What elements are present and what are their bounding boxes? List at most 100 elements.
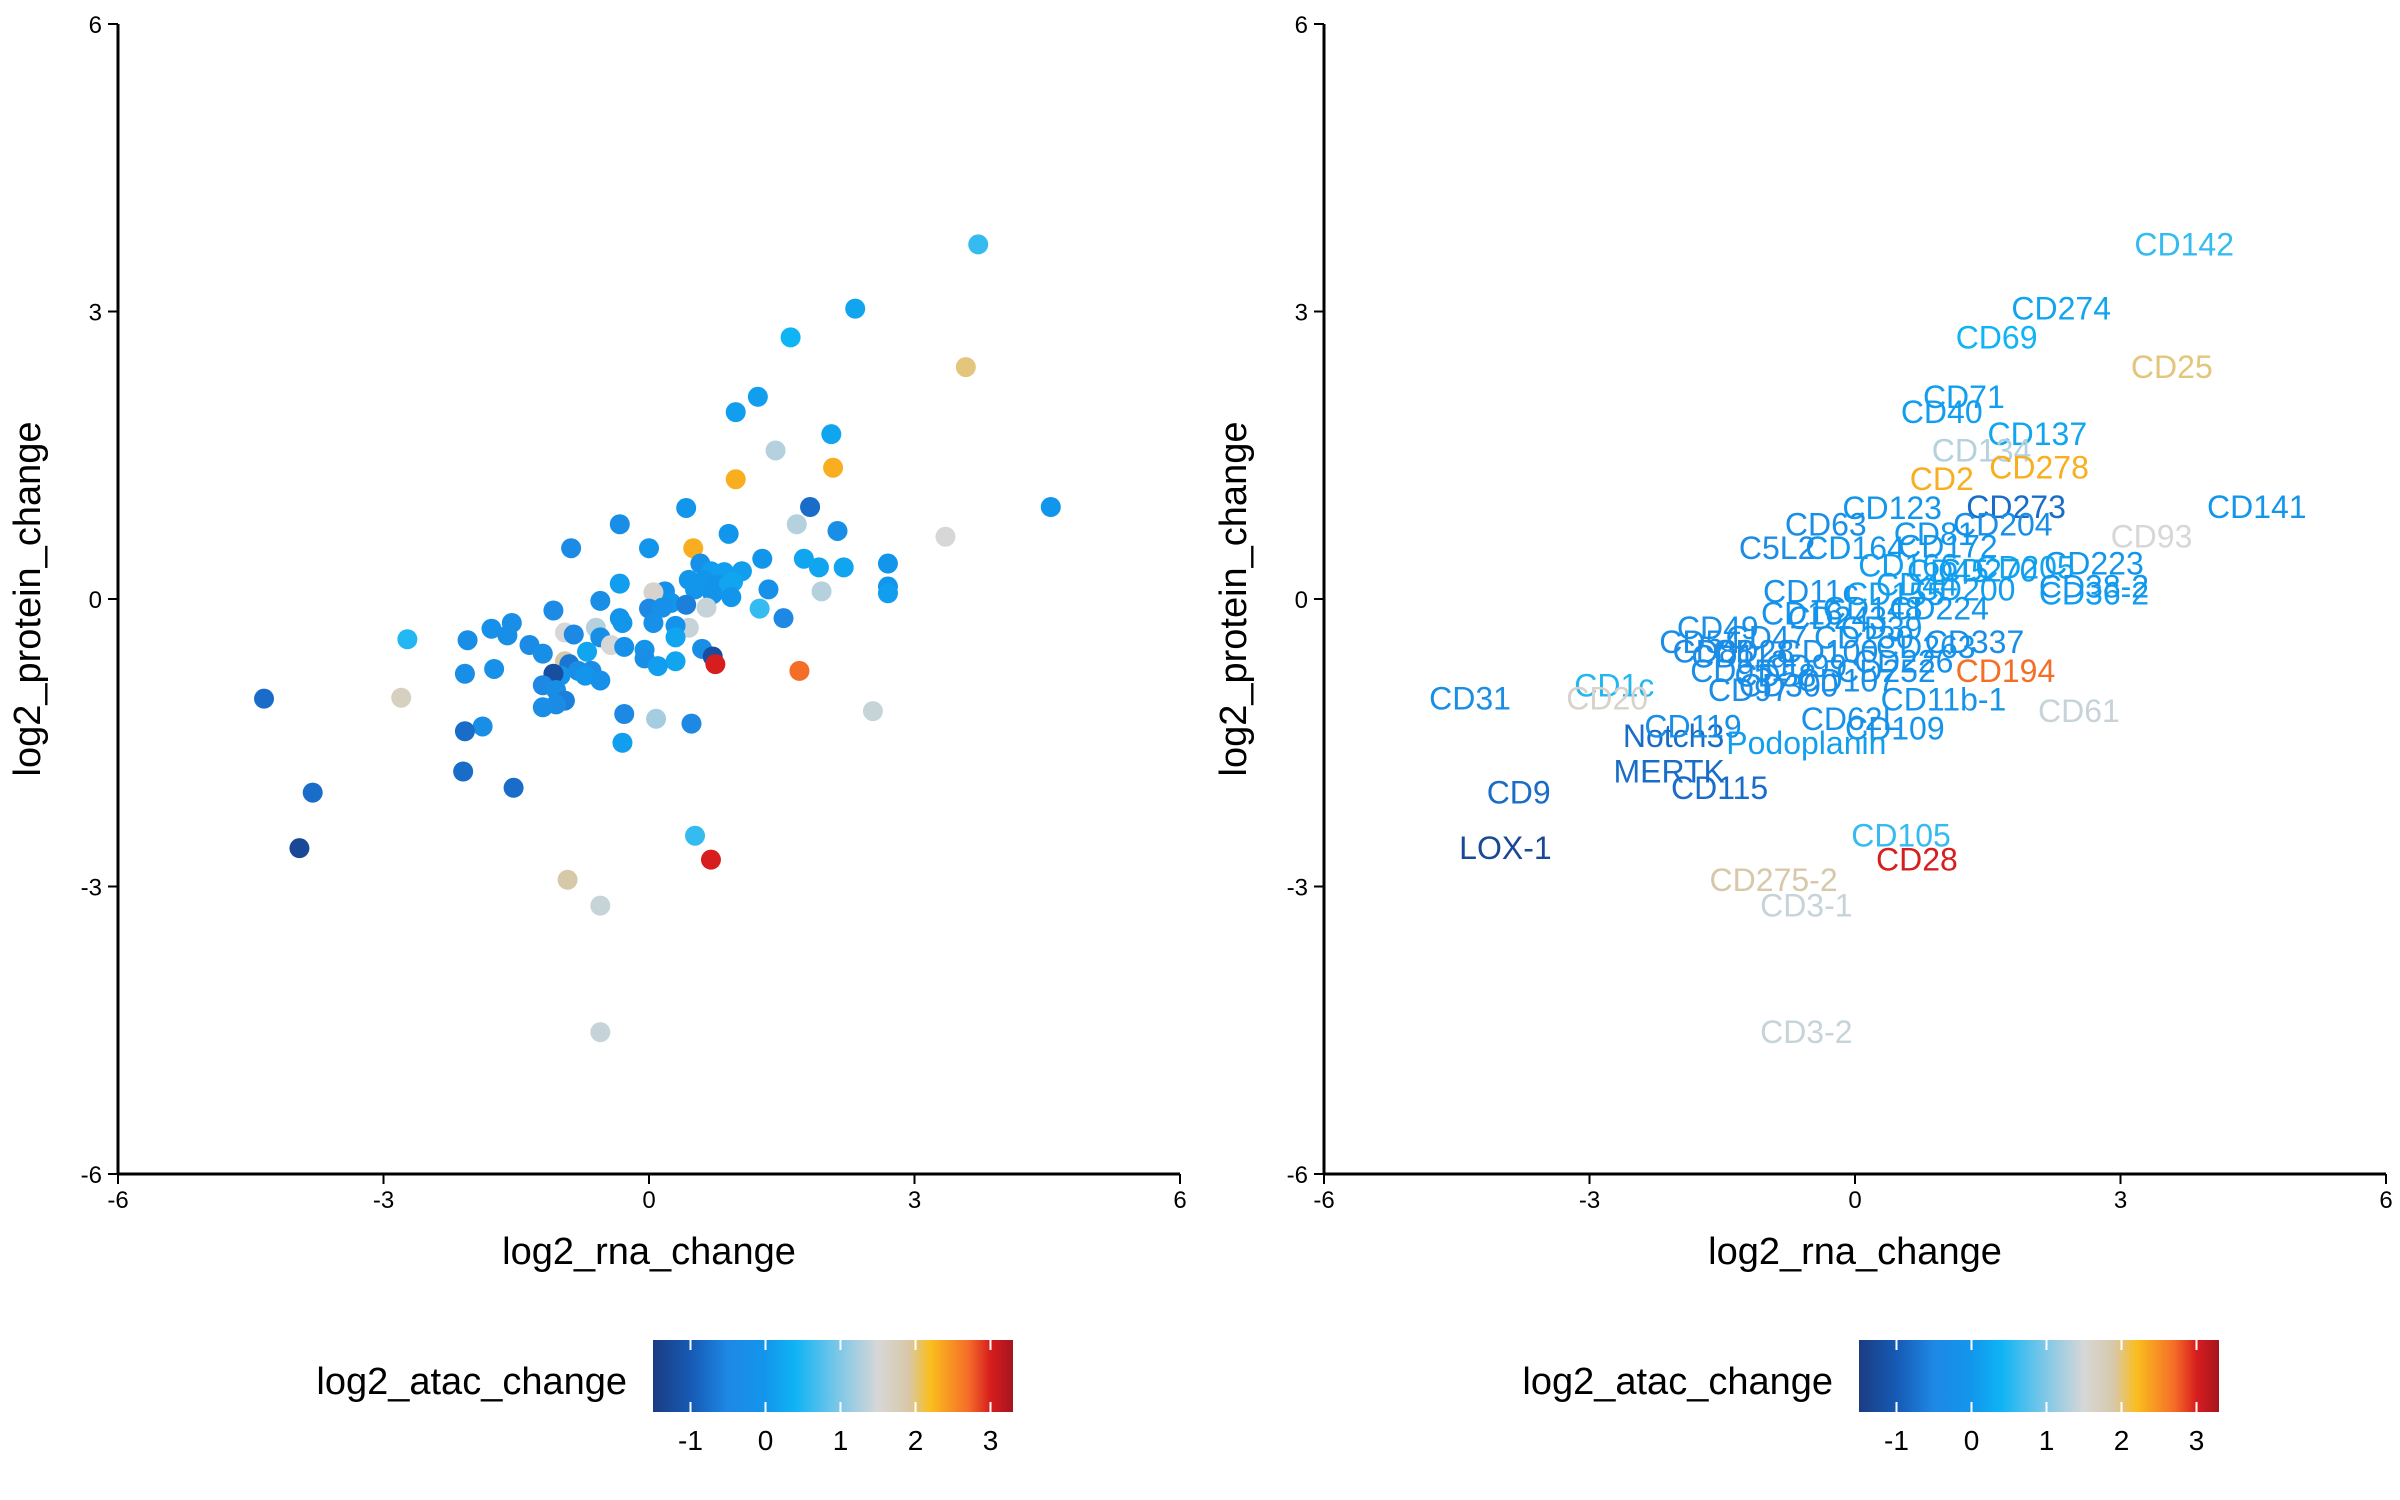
point-label: CD223: [2044, 546, 2144, 582]
point-label: CD28: [1876, 842, 1958, 878]
data-point: [758, 579, 779, 600]
data-point: [543, 600, 564, 621]
data-point: [289, 838, 310, 859]
data-point: [614, 704, 635, 724]
point-label: Podoplanin: [1726, 725, 1886, 761]
data-point: [590, 1022, 611, 1043]
colorbar-tick-label: 0: [1964, 1425, 1980, 1456]
data-point: [685, 579, 706, 600]
axes: -6 -3 0 3 6 -6 -3 0 3 6: [81, 12, 1187, 1214]
data-point: [811, 581, 832, 602]
point-label: CD28: [1712, 634, 1794, 670]
data-point: [765, 440, 786, 461]
data-point: [302, 782, 323, 803]
data-point: [391, 687, 412, 708]
point-label: CD20: [1566, 681, 1648, 717]
colorbar-title: log2_atac_change: [1522, 1361, 1833, 1403]
point-label: CD105: [1851, 818, 1951, 854]
data-point: [457, 630, 478, 651]
point-label: CD25: [2131, 349, 2213, 385]
data-point: [647, 656, 668, 677]
data-point: [700, 849, 721, 870]
point-label: CD3-2: [1760, 1014, 1852, 1050]
x-tick-label: 3: [908, 1187, 921, 1214]
data-point: [454, 721, 475, 742]
y-tick-label: 3: [89, 300, 102, 327]
data-point: [665, 651, 686, 672]
data-point: [747, 386, 768, 407]
colorbar-tick-label: 2: [2114, 1425, 2130, 1456]
y-tick-label: -6: [81, 1162, 102, 1189]
colorbar-tick-label: -1: [678, 1425, 703, 1456]
point-label: CD63: [1785, 506, 1867, 542]
point-label: CD137: [1988, 416, 2088, 452]
data-point: [725, 469, 746, 490]
data-point: [696, 597, 717, 618]
point-label: CD224: [1889, 591, 1989, 627]
point-label: CD134: [1932, 432, 2032, 468]
y-tick-label: 3: [1295, 300, 1308, 327]
data-point: [609, 514, 630, 535]
point-label: CD123: [1842, 490, 1942, 526]
data-point: [862, 701, 883, 722]
data-point: [800, 497, 821, 517]
data-point: [454, 663, 475, 684]
point-label: CD49: [1677, 610, 1759, 646]
data-point: [1040, 497, 1061, 517]
y-tick-label: 6: [1295, 12, 1308, 39]
point-label: CD204: [1953, 506, 2053, 542]
point-label: CD3-1: [1760, 888, 1852, 924]
y-tick-label: 0: [89, 587, 102, 614]
point-label: CD243: [1787, 600, 1887, 636]
x-tick-label: 6: [1173, 1187, 1186, 1214]
points-layer: [254, 234, 1061, 1043]
point-label: CD166: [1858, 547, 1958, 583]
data-point: [472, 716, 493, 737]
data-point: [955, 357, 976, 378]
point-label: CD142: [2134, 226, 2234, 262]
point-label: CD278: [1989, 450, 2089, 486]
point-label: CD54: [1659, 624, 1741, 660]
data-point: [590, 895, 611, 916]
point-label: CD31: [1429, 681, 1511, 717]
y-tick-label: 0: [1295, 587, 1308, 614]
data-point: [590, 670, 611, 691]
point-label: CD337: [1925, 624, 2025, 660]
data-point: [532, 643, 553, 664]
data-point: [590, 590, 611, 611]
point-label: CD148: [1823, 591, 1923, 627]
point-label: CD11b-1: [1881, 682, 2007, 718]
point-label: CD164: [1805, 530, 1905, 566]
x-tick-label: 3: [2114, 1187, 2127, 1214]
data-point: [484, 658, 505, 679]
point-label: CD1c: [1574, 667, 1654, 703]
data-point: [563, 624, 584, 645]
point-label: CD275-2: [1710, 862, 1838, 898]
data-point: [935, 526, 956, 547]
data-point: [532, 697, 553, 718]
x-tick-label: 0: [1848, 1187, 1861, 1214]
data-point: [718, 523, 739, 544]
data-point: [643, 612, 664, 633]
point-label: CD36-2: [2039, 575, 2149, 611]
data-point: [453, 761, 474, 782]
point-label: CD47: [1726, 619, 1808, 655]
x-tick-label: -3: [1579, 1187, 1600, 1214]
point-label: CD205: [1975, 549, 2075, 585]
point-label: CD263: [1876, 629, 1976, 665]
point-label: CD81: [1894, 516, 1976, 552]
data-point: [652, 597, 673, 618]
labels-layer: CD142CD274CD69CD25CD71CD40CD137CD134CD27…: [1429, 226, 2306, 1050]
colorbar-tick-label: 3: [2189, 1425, 2205, 1456]
x-tick-label: -6: [107, 1187, 128, 1214]
point-label: CD2: [1910, 461, 1974, 497]
data-point: [877, 553, 898, 574]
data-point: [845, 298, 866, 319]
data-point: [681, 713, 702, 734]
data-point: [497, 625, 518, 646]
data-point: [397, 629, 418, 650]
data-point: [721, 587, 742, 608]
data-point: [646, 708, 667, 729]
point-label: CD97: [1708, 672, 1790, 708]
